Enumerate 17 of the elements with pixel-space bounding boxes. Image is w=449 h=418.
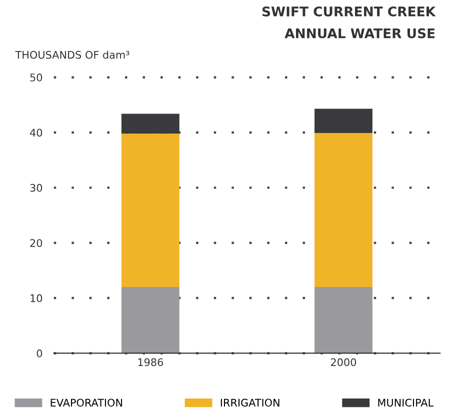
bar	[121, 287, 180, 354]
legend-label: MUNICIPAL	[378, 398, 434, 407]
y-tick-label: 10	[30, 294, 42, 302]
legend-label: EVAPORATION	[50, 398, 122, 407]
bar	[121, 134, 180, 287]
bar	[314, 133, 372, 287]
y-tick-label: 0	[36, 349, 42, 358]
y-tick-label: 40	[30, 128, 42, 137]
y-tick-label: 50	[30, 74, 42, 82]
legend-label: IRRIGATION	[220, 398, 280, 407]
x-tick-label: 1986	[138, 358, 164, 366]
y-tick-label: 20	[30, 239, 42, 247]
y-axis-title: THOUSANDS OF dam³	[15, 50, 130, 59]
y-tick-label: 30	[30, 184, 42, 192]
bar	[314, 287, 372, 354]
x-tick-label: 2000	[330, 358, 356, 366]
chart-title: SWIFT CURRENT CREEK ANNUAL WATER USE	[262, 6, 436, 38]
